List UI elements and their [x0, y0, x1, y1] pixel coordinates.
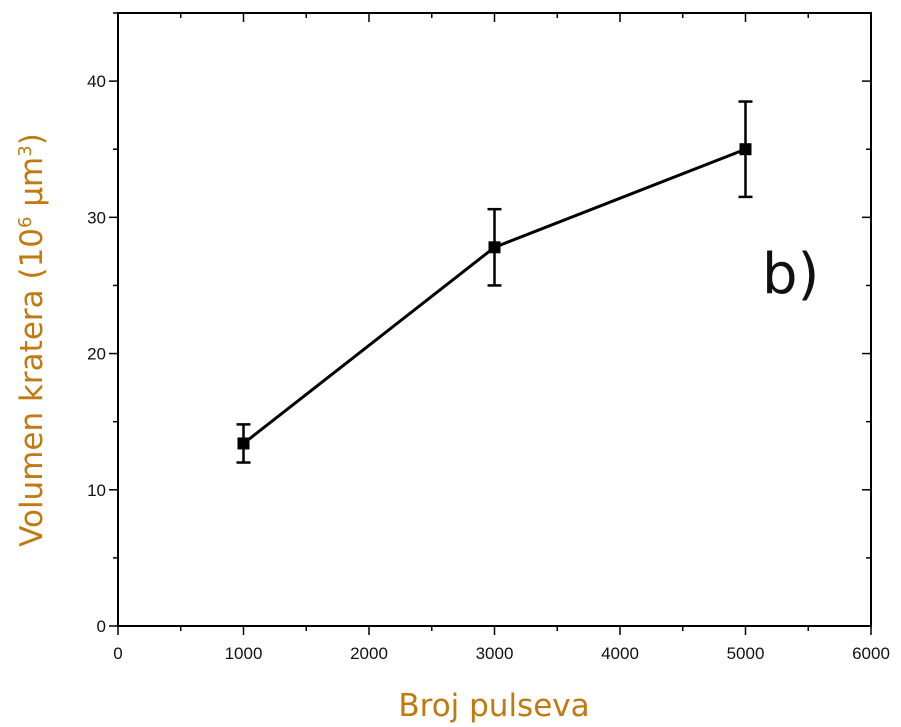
axis-ticks [109, 12, 872, 635]
data-point [488, 241, 501, 254]
y-tick-label: 30 [87, 208, 106, 227]
x-tick-label: 1000 [225, 644, 263, 663]
plot-frame [117, 12, 872, 627]
data-point [739, 143, 752, 156]
y-tick-label: 0 [97, 617, 106, 636]
y-axis-title-main: Volumen kratera (10 [14, 228, 50, 547]
y-axis-title-unit: μm [14, 157, 50, 217]
series-line [242, 147, 747, 445]
data-series [236, 100, 753, 464]
x-tick-label: 3000 [476, 644, 514, 663]
x-tick-label: 2000 [350, 644, 388, 663]
x-tick-label: 5000 [727, 644, 765, 663]
tick-labels: 0 1000 2000 3000 4000 5000 6000 0 10 20 30 40 [87, 72, 890, 663]
x-tick-label: 4000 [601, 644, 639, 663]
x-tick-label: 6000 [852, 644, 890, 663]
panel-label: b) [762, 242, 819, 307]
y-tick-label: 10 [87, 481, 106, 500]
y-axis-title-exp2: 3 [15, 145, 36, 156]
y-axis-title-exp1: 6 [15, 217, 36, 228]
data-point [237, 437, 250, 450]
y-axis-title-close: ) [14, 133, 50, 145]
y-tick-label: 40 [87, 72, 106, 91]
y-axis-title: Volumen kratera (106 μm3) [14, 133, 50, 547]
y-tick-label: 20 [87, 345, 106, 364]
x-axis-title: Broj pulseva [398, 688, 589, 724]
x-tick-label: 0 [113, 644, 122, 663]
